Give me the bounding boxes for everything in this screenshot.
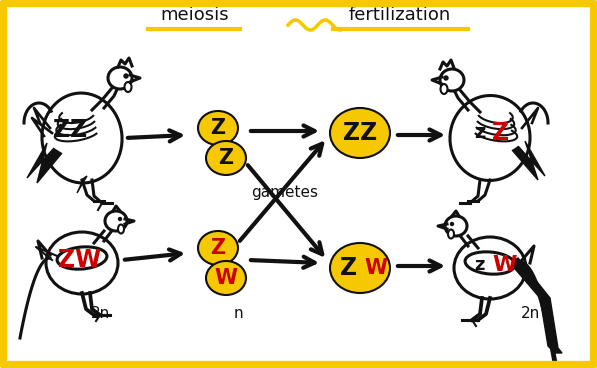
Ellipse shape [330, 243, 390, 293]
Ellipse shape [444, 76, 448, 80]
Ellipse shape [206, 141, 246, 175]
Ellipse shape [118, 217, 122, 220]
Text: 2n: 2n [90, 305, 110, 321]
Text: n: n [233, 305, 243, 321]
Text: ZW: ZW [59, 248, 101, 272]
Ellipse shape [118, 224, 124, 234]
Text: ZZ: ZZ [53, 118, 87, 142]
Ellipse shape [42, 93, 122, 183]
Text: gametes: gametes [251, 185, 319, 201]
Text: z: z [475, 256, 485, 274]
Ellipse shape [198, 231, 238, 265]
Ellipse shape [451, 223, 454, 226]
Ellipse shape [57, 247, 107, 269]
Text: Z: Z [492, 121, 509, 145]
Polygon shape [77, 176, 87, 193]
Polygon shape [510, 258, 562, 353]
Ellipse shape [441, 84, 448, 94]
Ellipse shape [108, 67, 132, 89]
Ellipse shape [105, 211, 127, 231]
Text: meiosis: meiosis [161, 6, 229, 24]
Text: fertilization: fertilization [349, 6, 451, 24]
Text: Z: Z [210, 118, 226, 138]
Ellipse shape [440, 69, 464, 91]
Text: W: W [364, 258, 387, 278]
Ellipse shape [465, 252, 515, 274]
Text: W: W [214, 268, 238, 288]
Text: Z: Z [210, 238, 226, 258]
Polygon shape [27, 143, 62, 183]
Ellipse shape [206, 261, 246, 295]
Ellipse shape [445, 216, 467, 236]
Text: Z: Z [340, 256, 357, 280]
Ellipse shape [330, 108, 390, 158]
Ellipse shape [448, 230, 454, 238]
Text: 2n: 2n [521, 305, 540, 321]
Ellipse shape [454, 237, 526, 299]
Text: Z: Z [219, 148, 233, 168]
Ellipse shape [46, 232, 118, 294]
Text: W: W [492, 255, 516, 275]
Ellipse shape [124, 74, 128, 78]
Polygon shape [512, 141, 545, 180]
Ellipse shape [198, 111, 238, 145]
Text: z: z [474, 124, 485, 142]
Ellipse shape [125, 82, 131, 92]
Ellipse shape [450, 96, 530, 180]
Text: ZZ: ZZ [343, 121, 377, 145]
